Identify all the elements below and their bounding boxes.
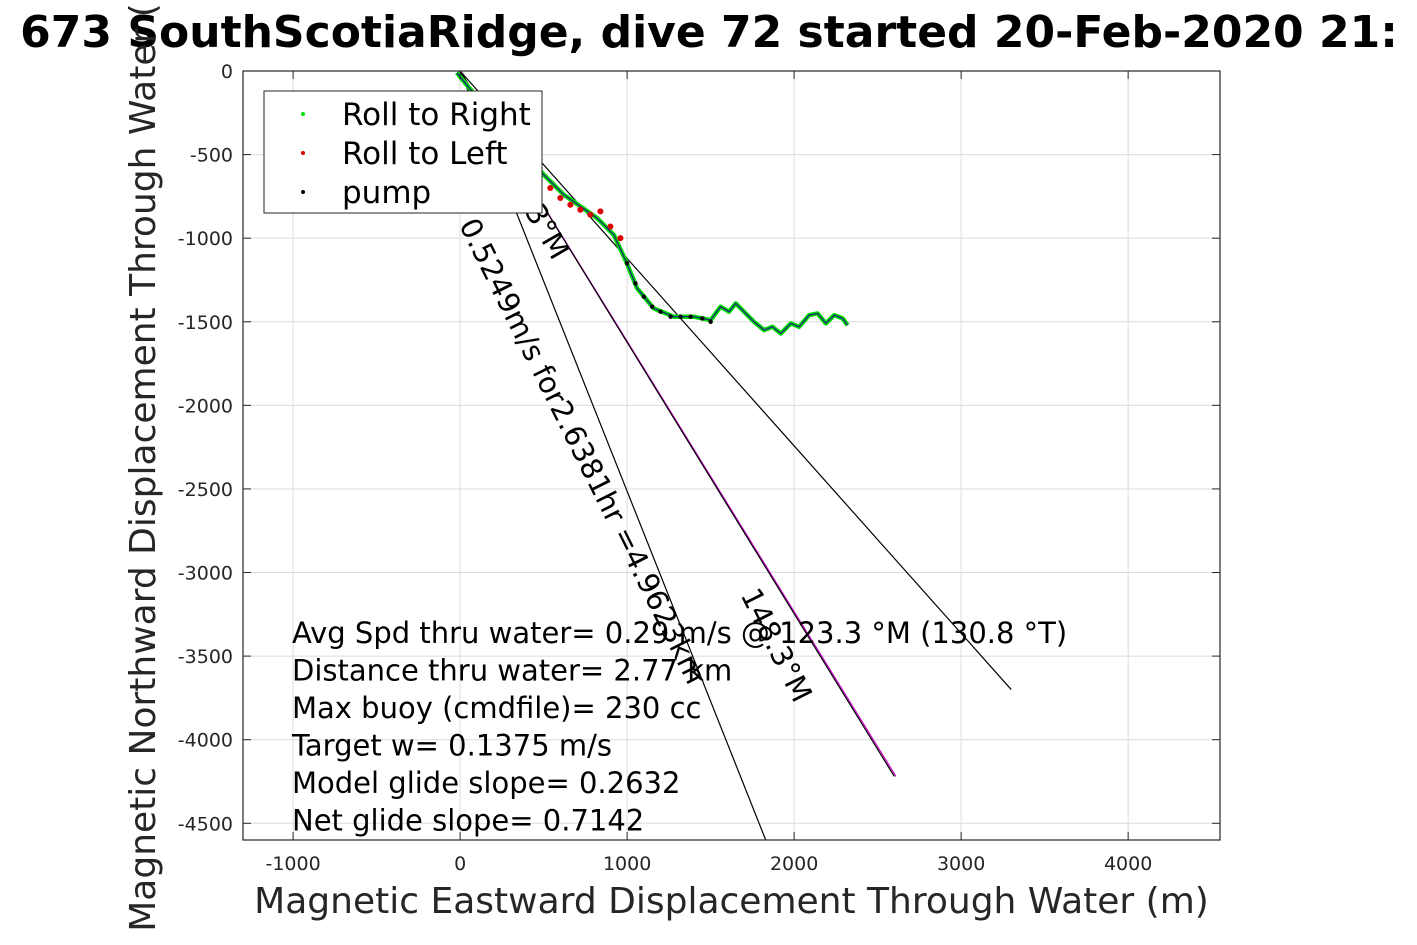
roll-left-point: [547, 185, 554, 192]
pump-point: [649, 304, 655, 309]
roll-left-point: [587, 211, 594, 218]
summary-line: Avg Spd thru water= 0.29 m/s @ 123.3 °M …: [292, 616, 1067, 650]
dive-summary: Avg Spd thru water= 0.29 m/s @ 123.3 °M …: [291, 616, 1067, 838]
legend-box: [263, 90, 543, 214]
y-tick-label: 0: [221, 61, 233, 83]
summary-line: Net glide slope= 0.7142: [292, 804, 644, 838]
plot-area: 0.5249m/s for2.6381hr =4.9623km 148.3°M3°…: [178, 61, 1221, 875]
y-tick-label: -1500: [178, 312, 233, 334]
pump-point: [641, 294, 647, 299]
x-tick-label: 1000: [603, 853, 651, 875]
summary-line: Distance thru water= 2.77 km: [292, 654, 732, 688]
y-tick-label: -2000: [178, 395, 233, 417]
x-tick-label: -1000: [265, 853, 320, 875]
y-tick-label: -4000: [178, 730, 233, 752]
pump-point: [624, 261, 630, 266]
legend-label: Roll to Left: [342, 136, 508, 172]
roll-left-point: [617, 235, 624, 242]
legend-marker: [301, 190, 305, 194]
y-tick-label: -3000: [178, 563, 233, 585]
y-tick-label: -500: [190, 145, 233, 167]
plot-frame: [242, 70, 1221, 841]
x-axis-label: Magnetic Eastward Displacement Through W…: [254, 881, 1209, 922]
y-tick-label: -3500: [178, 646, 233, 668]
x-tick-label: 3000: [937, 853, 985, 875]
y-tick-label: -1000: [178, 228, 233, 250]
roll-left-point: [567, 201, 574, 208]
summary-line: Target w= 0.1375 m/s: [291, 729, 612, 763]
summary-line: Max buoy (cmdfile)= 230 cc: [292, 691, 701, 725]
pump-point: [678, 314, 683, 319]
summary-line: Model glide slope= 0.2632: [292, 766, 680, 800]
pump-point: [688, 314, 693, 319]
pump-point: [658, 309, 663, 314]
pump-point: [633, 281, 638, 286]
y-tick-label: -4500: [178, 813, 233, 835]
y-axis-label: Magnetic Northward Displacement Through …: [123, 3, 164, 932]
pump-point: [708, 319, 713, 324]
roll-left-point: [597, 208, 604, 215]
legend-marker: [301, 112, 305, 116]
y-tick-label: -2500: [178, 479, 233, 501]
legend-label: pump: [342, 175, 431, 211]
pump-point: [668, 314, 673, 319]
legend-label: Roll to Right: [342, 97, 531, 133]
roll-left-point: [607, 223, 614, 230]
heading-line: [459, 70, 1012, 690]
legend-marker: [301, 151, 305, 155]
x-tick-label: 0: [454, 853, 466, 875]
pump-point: [700, 316, 705, 321]
track-line: [456, 72, 849, 335]
roll-left-point: [557, 195, 564, 202]
x-tick-label: 2000: [770, 853, 818, 875]
roll-left-point: [577, 206, 584, 213]
chart-title: 673 SouthScotiaRidge, dive 72 started 20…: [20, 7, 1398, 58]
x-tick-label: 4000: [1104, 853, 1152, 875]
axis-ticks: -1000 0 1000 2000 3000 4000 0 -500 -1000 -1500 -20…: [178, 61, 1220, 875]
